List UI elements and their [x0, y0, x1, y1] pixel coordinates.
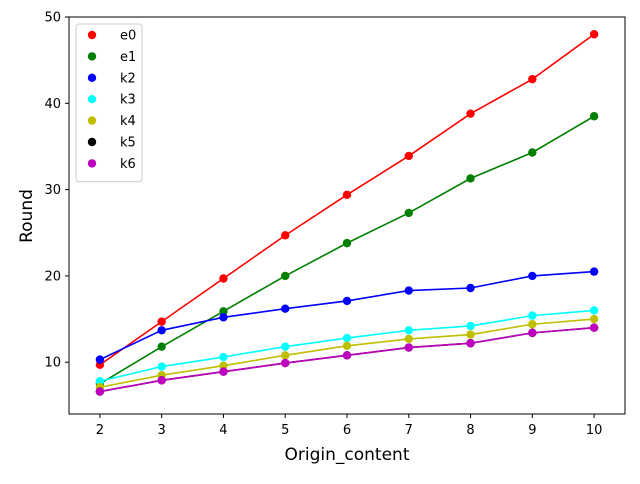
data-point-k3-2: [95, 377, 105, 386]
series-e0: [95, 30, 599, 370]
data-point-k2-9: [528, 271, 537, 281]
x-tick-label-2: 2: [96, 423, 104, 438]
data-point-k6-8: [466, 339, 475, 348]
data-point-k3-3: [157, 362, 166, 371]
data-point-k3-7: [404, 326, 413, 335]
data-point-k2-7: [404, 286, 413, 295]
x-tick-label-9: 9: [528, 423, 536, 438]
data-point-k2-8: [466, 283, 475, 293]
data-point-k3-10: [589, 306, 599, 315]
legend: e0 e1 k2 k3 k4 k5 k6: [75, 23, 143, 183]
x-tick-label-8: 8: [466, 423, 474, 438]
data-point-k2-4: [219, 313, 228, 322]
y-tick-label-50: 50: [44, 11, 61, 26]
data-point-e1-8: [466, 174, 475, 183]
y-tick-label-40: 40: [44, 97, 61, 112]
x-tick-label-4: 4: [219, 423, 227, 438]
data-point-e1-6: [342, 238, 352, 248]
data-point-k2-10: [589, 267, 599, 276]
data-point-e0-8: [466, 109, 475, 118]
ticks-layer: 2 3 4 5 6 7 8 9 10 10 20 30 40 50: [44, 11, 602, 439]
data-point-k6-3: [157, 376, 166, 385]
data-point-k3-4: [219, 352, 228, 362]
y-tick-label-20: 20: [44, 269, 61, 284]
legend-marker-k3: [87, 95, 97, 104]
legend-label-k6: k6: [120, 157, 136, 172]
data-point-k4-9: [528, 320, 537, 329]
y-tick-label-30: 30: [44, 183, 61, 198]
data-point-k2-3: [157, 326, 166, 335]
x-axis-title: Origin_content: [285, 445, 410, 465]
data-point-e1-7: [404, 208, 413, 218]
x-tick-label-10: 10: [586, 423, 603, 438]
legend-label-k2: k2: [120, 71, 136, 86]
legend-marker-k5: [87, 137, 97, 147]
legend-label-e0: e0: [120, 29, 136, 44]
data-point-e0-3: [157, 317, 166, 326]
legend-marker-k2: [87, 73, 97, 83]
data-point-k2-6: [342, 296, 352, 306]
series-layer: [95, 30, 599, 396]
data-point-k2-2: [95, 355, 105, 364]
legend-marker-e1: [87, 52, 97, 61]
data-point-e0-5: [281, 231, 290, 240]
data-point-k6-9: [528, 328, 537, 338]
data-point-e1-10: [589, 112, 599, 121]
series-k3: [95, 306, 599, 386]
data-point-e1-4: [219, 307, 228, 316]
data-point-e1-3: [157, 342, 166, 351]
data-point-k4-10: [589, 314, 599, 324]
series-k2: [95, 267, 599, 364]
data-point-k3-5: [281, 342, 290, 351]
legend-label-k5: k5: [120, 136, 136, 151]
data-point-k3-6: [342, 333, 352, 343]
data-point-k4-4: [219, 361, 228, 370]
x-tick-label-7: 7: [405, 423, 413, 438]
data-point-e1-5: [281, 271, 290, 281]
x-tick-label-3: 3: [158, 423, 166, 438]
data-point-k6-7: [404, 343, 413, 352]
data-point-e0-9: [528, 74, 537, 84]
series-e1: [95, 112, 599, 388]
legend-marker-e0: [87, 30, 97, 40]
data-point-k6-6: [342, 351, 352, 360]
data-point-k4-6: [342, 341, 352, 351]
data-point-k3-8: [466, 321, 475, 331]
y-axis-title: Round: [17, 189, 37, 243]
legend-label-e1: e1: [120, 50, 136, 65]
data-point-k4-7: [404, 334, 413, 344]
data-point-k2-5: [281, 304, 290, 313]
data-point-k3-9: [528, 311, 537, 320]
legend-label-k3: k3: [120, 93, 136, 108]
series-k6: [95, 323, 599, 396]
x-tick-label-5: 5: [281, 423, 289, 438]
y-tick-label-10: 10: [44, 356, 61, 371]
data-point-k4-8: [466, 330, 475, 339]
legend-marker-k6: [87, 159, 97, 168]
data-point-e1-9: [528, 148, 537, 157]
legend-marker-k4: [87, 116, 97, 125]
data-point-e0-6: [342, 190, 352, 199]
data-point-k6-10: [589, 323, 599, 332]
data-point-e0-7: [404, 151, 413, 161]
data-point-k4-5: [281, 351, 290, 360]
legend-label-k4: k4: [120, 114, 136, 129]
data-point-k6-5: [281, 358, 290, 368]
data-point-k6-2: [95, 387, 105, 396]
x-tick-label-6: 6: [343, 423, 351, 438]
data-point-k6-4: [219, 367, 228, 376]
data-point-e0-10: [589, 30, 599, 39]
data-point-e0-4: [219, 274, 228, 283]
